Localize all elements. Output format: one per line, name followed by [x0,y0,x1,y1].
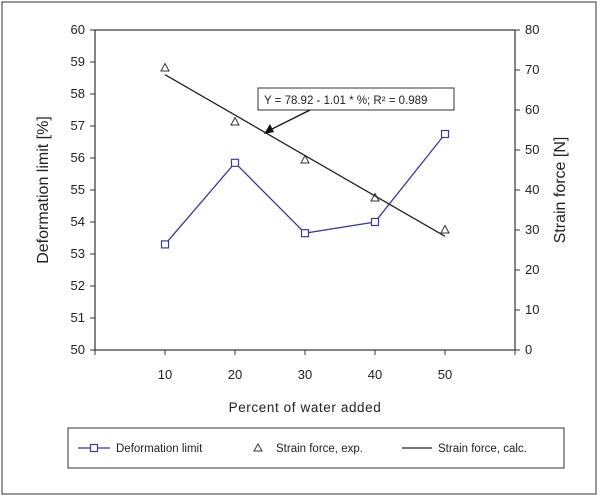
y-axis-right-title: Strain force [N] [552,137,569,244]
legend-label-strain-calc: Strain force, calc. [438,443,527,455]
x-tick-label: 40 [368,367,382,382]
y-left-tick-label: 60 [71,22,85,37]
x-tick-label: 50 [438,367,452,382]
annotation-box [257,87,455,111]
x-tick-label: 30 [298,367,312,382]
legend-item-strain-exp: Strain force, exp. [253,442,363,455]
y-right-tick-label: 60 [525,102,539,117]
y-left-tick-label: 54 [71,214,85,229]
annotation-arrow-line [265,109,311,133]
y-left-tick-label: 55 [71,182,85,197]
series-line-strain-force-calc [164,74,446,237]
legend-marker-triangle [253,442,263,452]
annotation-arrow-head [264,124,274,134]
data-point-strain-force-exp [160,62,170,72]
y-right-tick-label: 10 [525,302,539,317]
y-right-tick-label: 70 [525,62,539,77]
legend-label-strain-exp: Strain force, exp. [276,443,363,455]
y-right-tick-label: 20 [525,262,539,277]
x-tick-label: 20 [228,367,242,382]
data-point-deformation-limit [160,240,170,249]
data-point-strain-force-exp [230,116,240,126]
y-left-tick-label: 51 [71,310,85,325]
y-left-tick-label: 52 [71,278,85,293]
x-tick-label: 10 [158,367,172,382]
legend-label-deformation: Deformation limit [116,443,203,455]
data-point-deformation-limit [440,129,450,139]
y-axis-left-title: Deformation limit [%] [35,116,52,264]
y-right-tick-label: 80 [525,22,539,37]
y-left-tick-label: 53 [71,246,85,261]
series-layer [160,62,450,249]
y-left-tick-label: 59 [71,54,85,69]
y-left-tick-label: 56 [71,150,85,165]
y-right-tick-label: 30 [525,222,539,237]
legend-item-deformation: Deformation limit [78,443,203,455]
y-right-tick-label: 0 [525,342,532,357]
x-axis-title: Percent of water added [229,400,382,415]
y-right-tick-label: 40 [525,182,539,197]
data-point-deformation-limit [370,217,380,227]
y-left-tick-label: 58 [71,86,85,101]
data-point-strain-force-exp [440,224,450,234]
data-point-strain-force-exp [300,154,310,164]
y-left-tick-label: 50 [71,342,85,357]
legend-item-strain-calc: Strain force, calc. [402,443,527,455]
ticks-layer: 50 51 52 53 54 55 56 57 58 59 60 0 10 20 30 40 50 60 70 80 1… [71,22,540,382]
y-right-tick-label: 50 [525,142,539,157]
legend-marker-square [89,443,99,453]
y-left-tick-label: 57 [71,118,85,133]
data-point-deformation-limit [300,229,310,238]
annotation-text: Y = 78.92 - 1.01 * %; R² = 0.989 [264,95,427,107]
data-point-deformation-limit [230,158,240,167]
legend-box [67,427,565,469]
